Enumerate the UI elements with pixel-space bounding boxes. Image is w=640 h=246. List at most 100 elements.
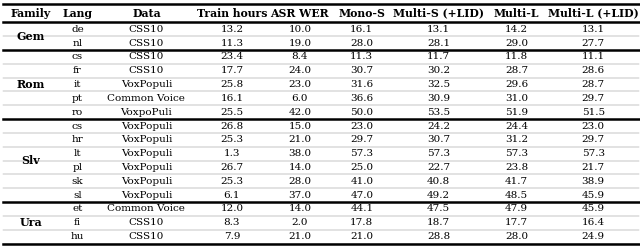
Text: 30.9: 30.9: [427, 94, 451, 103]
Text: 32.5: 32.5: [427, 80, 451, 89]
Text: cs: cs: [72, 52, 83, 62]
Text: ASR WER: ASR WER: [271, 8, 329, 18]
Text: Multi-L (+LID): Multi-L (+LID): [548, 8, 639, 18]
Text: pl: pl: [72, 163, 83, 172]
Text: CSS10: CSS10: [129, 232, 164, 241]
Text: 12.0: 12.0: [220, 204, 244, 214]
Text: 11.7: 11.7: [427, 52, 451, 62]
Text: Common Voice: Common Voice: [108, 94, 186, 103]
Text: Rom: Rom: [17, 79, 45, 90]
Text: 14.0: 14.0: [289, 204, 312, 214]
Text: CSS10: CSS10: [129, 52, 164, 62]
Text: 25.5: 25.5: [220, 108, 244, 117]
Text: 29.6: 29.6: [505, 80, 528, 89]
Text: 26.7: 26.7: [220, 163, 244, 172]
Text: it: it: [74, 80, 81, 89]
Text: 29.0: 29.0: [505, 39, 528, 47]
Text: 51.5: 51.5: [582, 108, 605, 117]
Text: 28.7: 28.7: [505, 66, 528, 75]
Text: 18.7: 18.7: [427, 218, 451, 227]
Text: 24.4: 24.4: [505, 122, 528, 131]
Text: 21.7: 21.7: [582, 163, 605, 172]
Text: Train hours: Train hours: [196, 8, 268, 18]
Text: fi: fi: [74, 218, 81, 227]
Text: 23.4: 23.4: [220, 52, 244, 62]
Text: 21.0: 21.0: [289, 232, 312, 241]
Text: 29.7: 29.7: [582, 135, 605, 144]
Text: 13.1: 13.1: [427, 25, 451, 34]
Text: 15.0: 15.0: [289, 122, 312, 131]
Text: 42.0: 42.0: [289, 108, 312, 117]
Text: 14.2: 14.2: [505, 25, 528, 34]
Text: sl: sl: [73, 191, 82, 200]
Text: VoxPopuli: VoxPopuli: [121, 135, 172, 144]
Text: de: de: [71, 25, 84, 34]
Text: 45.9: 45.9: [582, 191, 605, 200]
Text: sk: sk: [72, 177, 83, 186]
Text: pt: pt: [72, 94, 83, 103]
Text: ro: ro: [72, 108, 83, 117]
Text: 45.9: 45.9: [582, 204, 605, 214]
Text: Mono-S: Mono-S: [339, 8, 385, 18]
Text: 49.2: 49.2: [427, 191, 451, 200]
Text: 31.0: 31.0: [505, 94, 528, 103]
Text: VoxPopuli: VoxPopuli: [121, 191, 172, 200]
Text: 41.7: 41.7: [505, 177, 528, 186]
Text: Ura: Ura: [19, 217, 42, 228]
Text: 30.7: 30.7: [350, 66, 373, 75]
Text: 8.4: 8.4: [292, 52, 308, 62]
Text: 40.8: 40.8: [427, 177, 451, 186]
Text: 26.8: 26.8: [220, 122, 244, 131]
Text: VoxPopuli: VoxPopuli: [121, 122, 172, 131]
Text: VoxpoPuli: VoxpoPuli: [120, 108, 172, 117]
Text: 28.1: 28.1: [427, 39, 451, 47]
Text: 36.6: 36.6: [350, 94, 373, 103]
Text: 25.3: 25.3: [220, 135, 244, 144]
Text: 53.5: 53.5: [427, 108, 451, 117]
Text: 57.3: 57.3: [505, 149, 528, 158]
Text: 11.3: 11.3: [350, 52, 373, 62]
Text: 6.1: 6.1: [224, 191, 240, 200]
Text: 6.0: 6.0: [292, 94, 308, 103]
Text: 25.3: 25.3: [220, 177, 244, 186]
Text: 28.0: 28.0: [289, 177, 312, 186]
Text: 41.0: 41.0: [350, 177, 373, 186]
Text: VoxPopuli: VoxPopuli: [121, 149, 172, 158]
Text: 27.7: 27.7: [582, 39, 605, 47]
Text: 11.8: 11.8: [505, 52, 528, 62]
Text: Common Voice: Common Voice: [108, 204, 186, 214]
Text: Slv: Slv: [21, 155, 40, 166]
Text: 57.3: 57.3: [582, 149, 605, 158]
Text: 16.1: 16.1: [350, 25, 373, 34]
Text: CSS10: CSS10: [129, 25, 164, 34]
Text: CSS10: CSS10: [129, 39, 164, 47]
Text: 30.7: 30.7: [427, 135, 451, 144]
Text: lt: lt: [74, 149, 81, 158]
Text: 25.0: 25.0: [350, 163, 373, 172]
Text: VoxPopuli: VoxPopuli: [121, 177, 172, 186]
Text: 13.2: 13.2: [220, 25, 244, 34]
Text: 29.7: 29.7: [582, 94, 605, 103]
Text: 38.9: 38.9: [582, 177, 605, 186]
Text: 38.0: 38.0: [289, 149, 312, 158]
Text: fr: fr: [73, 66, 82, 75]
Text: 23.0: 23.0: [350, 122, 373, 131]
Text: 2.0: 2.0: [292, 218, 308, 227]
Text: 57.3: 57.3: [350, 149, 373, 158]
Text: 28.6: 28.6: [582, 66, 605, 75]
Text: nl: nl: [72, 39, 83, 47]
Text: 7.9: 7.9: [224, 232, 240, 241]
Text: 24.9: 24.9: [582, 232, 605, 241]
Text: Gem: Gem: [17, 31, 45, 42]
Text: 16.4: 16.4: [582, 218, 605, 227]
Text: CSS10: CSS10: [129, 66, 164, 75]
Text: 28.7: 28.7: [582, 80, 605, 89]
Text: Data: Data: [132, 8, 161, 18]
Text: 47.5: 47.5: [427, 204, 451, 214]
Text: 47.0: 47.0: [350, 191, 373, 200]
Text: et: et: [72, 204, 83, 214]
Text: 11.3: 11.3: [220, 39, 244, 47]
Text: 13.1: 13.1: [582, 25, 605, 34]
Text: hr: hr: [72, 135, 83, 144]
Text: 31.6: 31.6: [350, 80, 373, 89]
